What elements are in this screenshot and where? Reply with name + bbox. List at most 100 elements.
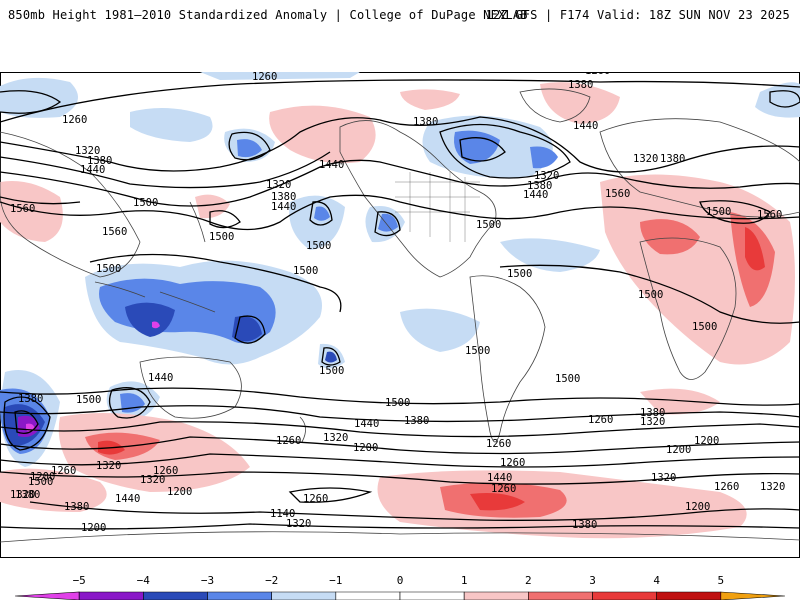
negative-anomaly-shading (0, 72, 800, 467)
contour-label: 1260 (500, 457, 525, 469)
anom-pos1-sw-indian (0, 468, 107, 512)
contour-label: 1380 (660, 153, 685, 165)
contour-label: 1440 (573, 120, 598, 132)
coast-asia-west (0, 131, 141, 278)
contour-label: 1200 (685, 501, 710, 513)
contour-1260-antarctic (0, 523, 800, 530)
contour-1260-south (0, 453, 800, 468)
contour-label: 1380 (271, 191, 296, 203)
contour-label: 1380 (640, 407, 665, 419)
colorbar-tick-label: 1 (461, 574, 468, 587)
contour-low-pacific (309, 201, 333, 226)
contour-label: 1200 (666, 444, 691, 456)
contour-label: 1500 (638, 289, 663, 301)
contour-label: 1440 (271, 201, 296, 213)
contour-label: 1200 (167, 486, 192, 498)
contour-low-westcoast (374, 211, 401, 237)
contour-1440-north (0, 159, 800, 207)
contour-label: 1560 (10, 203, 35, 215)
anom-neg1-nw-europe (0, 77, 78, 118)
contour-1260-north (0, 79, 800, 123)
contour-label: 1140 (270, 508, 295, 520)
contour-label: 1500 (96, 263, 121, 275)
anom-neg1-atlantic (500, 238, 600, 272)
contour-label: 1500 (465, 345, 490, 357)
contour-label: 1380 (404, 415, 429, 427)
coast-greenland (519, 88, 591, 123)
contour-1200-antarctic (29, 501, 800, 521)
contour-label: 1200 (694, 435, 719, 447)
anom-neg3-tropics (125, 302, 175, 337)
contour-1320-north (0, 116, 800, 173)
contour-label: 1260 (153, 465, 178, 477)
contour-1500-tropics-2 (499, 264, 800, 324)
contour-label: 1560 (102, 226, 127, 238)
contour-label: 1260 (62, 114, 87, 126)
anom-pos1-alaska (269, 105, 376, 164)
anom-pos1-siberia-east (195, 194, 230, 219)
contour-low-se-pacific (321, 347, 341, 366)
contour-label: 1260 (252, 72, 277, 83)
anom-neg1-siberia (130, 108, 213, 142)
anom-neg5-tropics (152, 321, 160, 329)
contour-label: 1500 (76, 394, 101, 406)
colorbar-ticks: −5 −4 −3 −2 −1 0 1 2 3 4 5 (73, 574, 725, 587)
colorbar-segment (335, 591, 401, 600)
coastlines (0, 88, 800, 543)
contour-label: 1260 (714, 481, 739, 493)
contour-label: 1560 (605, 188, 630, 200)
contour-1500-tropics (89, 253, 342, 313)
contour-low-kamchatka (228, 131, 271, 161)
contour-label: 1320 (323, 432, 348, 444)
contour-label: 1500 (507, 268, 532, 280)
contour-label: 1380 (64, 501, 89, 513)
contour-label: 1500 (209, 231, 234, 243)
contour-label: 1260 (276, 435, 301, 447)
contour-label: 1320 (266, 179, 291, 191)
contour-label: 1320 (640, 416, 665, 428)
contour-low-tropics (234, 315, 266, 344)
contour-label: 1320 (286, 518, 311, 530)
contour-label: 1200 (353, 442, 378, 454)
anom-neg2-hudson-2 (530, 146, 558, 169)
anom-neg2-pacific (314, 206, 330, 221)
contour-label: 1320 (10, 489, 35, 501)
colorbar-tick-label: 4 (653, 574, 660, 587)
coast-north-america (339, 120, 497, 278)
contour-label: 1440 (115, 493, 140, 505)
contour-1200-south (0, 471, 800, 485)
contour-label: 1500 (28, 476, 53, 488)
colorbar: −5 −4 −3 −2 −1 0 1 2 3 4 5 (0, 570, 800, 600)
colorbar-svg: −5 −4 −3 −2 −1 0 1 2 3 4 5 (14, 574, 786, 600)
colorbar-tick-label: −1 (329, 574, 342, 587)
contour-label: 1500 (133, 197, 158, 209)
model-run-info: 12Z GFS | F174 Valid: 18Z SUN NOV 23 202… (485, 8, 790, 22)
colorbar-segments (14, 591, 786, 600)
contour-label: 1320 (633, 153, 658, 165)
contour-label: 1380 (413, 116, 438, 128)
contour-label: 1500 (476, 219, 501, 231)
header: 850mb Height 1981–2010 Standardized Anom… (0, 0, 800, 32)
colorbar-segment (78, 591, 144, 600)
colorbar-tick-label: 2 (525, 574, 532, 587)
colorbar-tick-label: −2 (265, 574, 278, 587)
coast-maritime (94, 281, 216, 313)
colorbar-segment (399, 591, 465, 600)
anom-pos1-west-asia (0, 181, 63, 242)
anom-pos1-greenland (540, 82, 620, 124)
coast-africa (639, 237, 737, 380)
contour-1380-north (0, 151, 331, 189)
contour-label: 1440 (487, 472, 512, 484)
contour-label: 1440 (523, 189, 548, 201)
contour-label: 1320 (534, 170, 559, 182)
colorbar-tick-label: 0 (397, 574, 404, 587)
coast-south-america (469, 275, 546, 443)
positive-anomaly-shading (0, 82, 795, 539)
contour-label: 1500 (319, 365, 344, 377)
contour-label: 1380 (87, 155, 112, 167)
contour-low-indian (3, 396, 51, 451)
contour-label: 1260 (588, 414, 613, 426)
contour-label: 1500 (306, 240, 331, 252)
colorbar-segment (720, 591, 786, 600)
coast-eurasia (599, 118, 800, 218)
